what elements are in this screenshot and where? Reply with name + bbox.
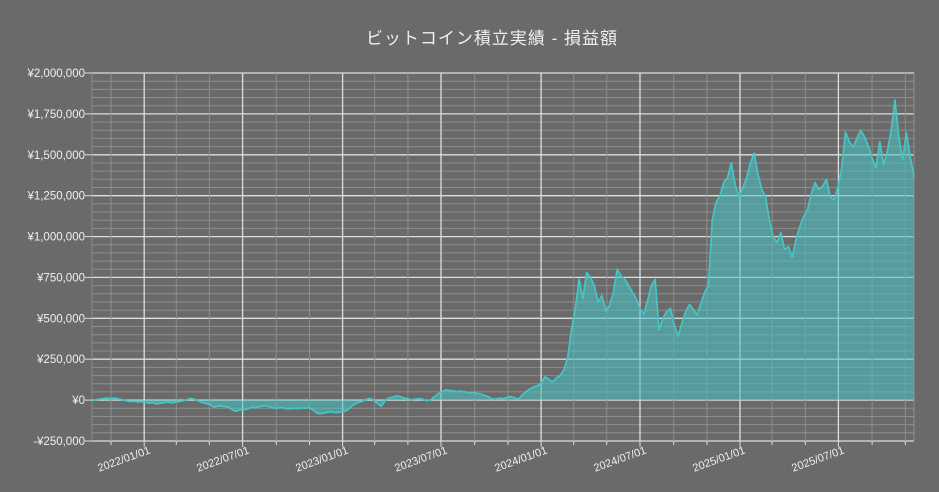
profit-line: [91, 99, 915, 415]
y-axis-tick-label: ¥0: [71, 395, 85, 407]
y-axis-tick-label: ¥2,000,000: [26, 68, 85, 80]
y-axis-tick-label: ¥1,250,000: [26, 191, 85, 203]
y-axis-labels: ¥2,000,000 ¥1,750,000 ¥1,500,000 ¥1,250,…: [26, 68, 85, 448]
y-axis-tick-label: ¥1,000,000: [26, 232, 85, 244]
area-fill: [92, 100, 914, 414]
y-axis-tick-label: ¥250,000: [36, 354, 85, 366]
y-axis-tick-label: ¥1,750,000: [26, 109, 85, 121]
profit-area-series: [91, 99, 915, 415]
y-axis-tick-label: -¥250,000: [33, 436, 85, 448]
y-axis-tick-label: ¥1,500,000: [26, 150, 85, 162]
y-axis-tick-label: ¥500,000: [36, 313, 85, 325]
chart-title: ビットコイン積立実績 - 損益額: [366, 29, 618, 48]
axis-ticks: [85, 72, 906, 447]
y-axis-tick-label: ¥750,000: [36, 272, 85, 284]
